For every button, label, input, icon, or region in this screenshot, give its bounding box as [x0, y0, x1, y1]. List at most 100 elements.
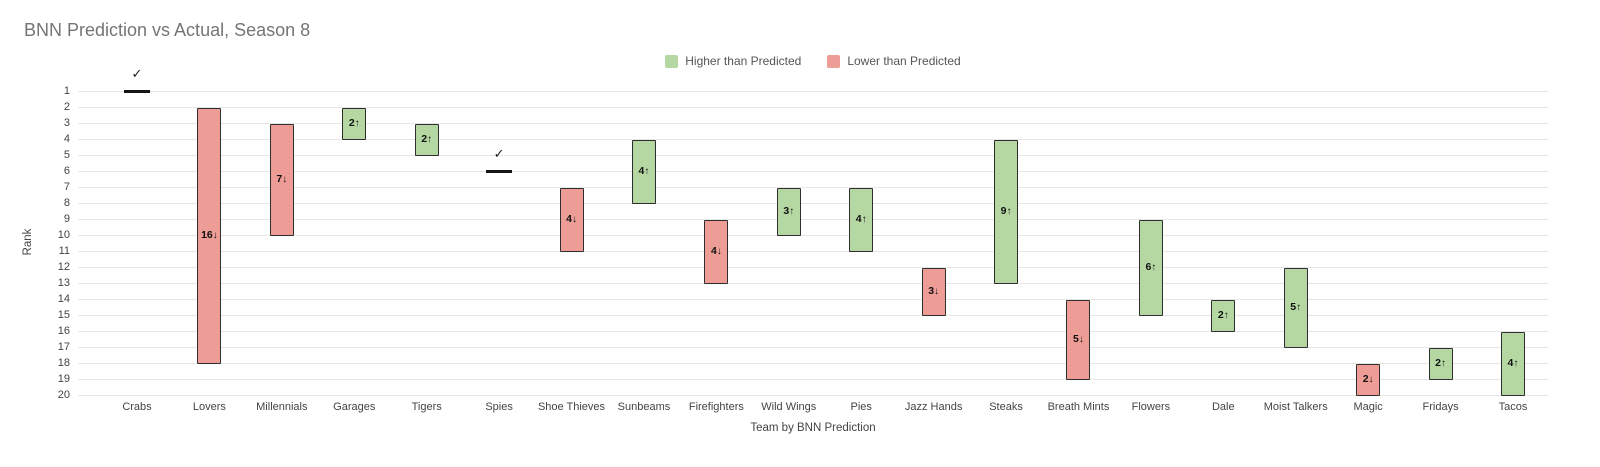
x-tick-label-pies: Pies — [850, 401, 872, 413]
x-tick-label-garages: Garages — [333, 401, 376, 413]
x-tick-label-magic: Magic — [1353, 401, 1383, 413]
bar-jazz-hands[interactable]: 3↓ — [921, 267, 946, 316]
y-tick-label: 8 — [63, 197, 70, 209]
legend-label-higher: Higher than Predicted — [685, 54, 802, 68]
x-tick-label-crabs: Crabs — [122, 401, 152, 413]
bar-lovers[interactable]: 16↓ — [197, 107, 222, 364]
gridline — [78, 299, 1548, 300]
y-tick-label: 6 — [63, 165, 70, 177]
x-tick-label-dale: Dale — [1211, 401, 1235, 413]
gridline — [78, 171, 1548, 172]
bar-label: 6↑ — [1145, 261, 1157, 274]
bar-shoe-thieves[interactable]: 4↓ — [559, 187, 584, 252]
gridline — [78, 187, 1548, 188]
y-tick-label: 17 — [57, 341, 70, 353]
bar-label: 4↓ — [566, 213, 577, 226]
x-tick-label-sunbeams: Sunbeams — [617, 401, 671, 413]
exact-check-icon: ✓ — [493, 145, 505, 161]
y-tick-label: 11 — [58, 245, 70, 257]
y-tick-label: 1 — [63, 85, 70, 97]
bar-firefighters[interactable]: 4↓ — [704, 219, 729, 284]
x-tick-label-tacos: Tacos — [1498, 401, 1528, 413]
y-tick-label: 13 — [57, 277, 70, 289]
bar-label: 3↑ — [783, 205, 795, 218]
bar-wild-wings[interactable]: 3↑ — [776, 187, 801, 236]
x-tick-label-steaks: Steaks — [989, 401, 1023, 413]
gridline — [78, 139, 1548, 140]
x-tick-label-spies: Spies — [485, 401, 513, 413]
gridline — [78, 395, 1548, 396]
bar-label: 5↑ — [1290, 301, 1302, 314]
bar-label: 4↓ — [710, 245, 722, 258]
exact-dash — [124, 89, 150, 93]
x-tick-label-millennials: Millennials — [256, 401, 308, 413]
bar-tigers[interactable]: 2↑ — [414, 123, 439, 156]
bar-steaks[interactable]: 9↑ — [994, 139, 1019, 284]
y-tick-label: 19 — [57, 373, 70, 385]
bar-breath-mints[interactable]: 5↓ — [1066, 299, 1091, 380]
exact-dash — [486, 169, 513, 173]
bar-fridays[interactable]: 2↑ — [1428, 347, 1453, 380]
bar-label: 4↑ — [1507, 357, 1519, 370]
gridline — [78, 363, 1548, 364]
bar-label: 2↑ — [1435, 357, 1446, 370]
bar-magic[interactable]: 2↓ — [1356, 363, 1381, 396]
bar-label: 3↓ — [928, 285, 940, 298]
bar-label: 4↑ — [638, 165, 650, 178]
bar-flowers[interactable]: 6↑ — [1138, 219, 1163, 316]
bar-label: 2↑ — [1217, 309, 1229, 322]
bar-garages[interactable]: 2↑ — [342, 107, 367, 140]
y-tick-label: 2 — [63, 101, 70, 113]
bar-label: 16↓ — [201, 229, 218, 242]
gridline — [78, 203, 1548, 204]
y-tick-label: 16 — [57, 325, 70, 337]
x-tick-label-shoe-thieves: Shoe Thieves — [537, 401, 606, 413]
exact-check-icon: ✓ — [131, 65, 143, 81]
bar-millennials[interactable]: 7↓ — [269, 123, 294, 236]
gridline — [78, 107, 1548, 108]
legend-label-lower: Lower than Predicted — [847, 54, 961, 68]
gridline — [78, 315, 1548, 316]
y-tick-label: 4 — [63, 133, 70, 145]
x-tick-label-flowers: Flowers — [1131, 401, 1171, 413]
y-tick-label: 9 — [63, 213, 70, 225]
x-tick-label-jazz-hands: Jazz Hands — [904, 401, 963, 413]
bar-moist-talkers[interactable]: 5↑ — [1283, 267, 1308, 348]
gridline — [78, 219, 1548, 220]
x-tick-label-fridays: Fridays — [1422, 401, 1459, 413]
legend-swatch-higher-icon — [665, 54, 679, 68]
y-tick-label: 15 — [57, 309, 70, 321]
bar-label: 2↑ — [348, 117, 360, 130]
legend: Higher than Predicted Lower than Predict… — [78, 52, 1548, 70]
y-tick-label: 5 — [63, 149, 70, 161]
gridline — [78, 251, 1548, 252]
legend-item-higher[interactable]: Higher than Predicted — [665, 54, 801, 68]
gridline — [78, 123, 1548, 124]
y-tick-label: 12 — [57, 261, 70, 273]
gridline — [78, 267, 1548, 268]
gridline — [78, 379, 1548, 380]
x-tick-label-lovers: Lovers — [192, 401, 226, 413]
bar-label: 5↓ — [1073, 333, 1084, 346]
x-tick-label-wild-wings: Wild Wings — [761, 401, 817, 413]
bar-sunbeams[interactable]: 4↑ — [631, 139, 656, 204]
bar-tacos[interactable]: 4↑ — [1500, 331, 1525, 396]
y-tick-label: 14 — [57, 293, 70, 305]
bar-label: 2↓ — [1362, 373, 1374, 386]
legend-swatch-lower-icon — [827, 54, 841, 68]
y-tick-label: 3 — [63, 117, 70, 129]
y-tick-label: 20 — [57, 389, 70, 401]
y-tick-label: 18 — [57, 357, 70, 369]
bar-pies[interactable]: 4↑ — [849, 187, 874, 252]
x-axis-title: Team by BNN Prediction — [750, 422, 876, 434]
gridline — [78, 283, 1548, 284]
gridline — [78, 347, 1548, 348]
x-tick-label-tigers: Tigers — [411, 401, 442, 413]
bar-dale[interactable]: 2↑ — [1211, 299, 1236, 332]
legend-item-lower[interactable]: Lower than Predicted — [827, 54, 961, 68]
x-tick-label-breath-mints: Breath Mints — [1047, 401, 1110, 413]
x-tick-label-moist-talkers: Moist Talkers — [1263, 401, 1328, 413]
gridline — [78, 331, 1548, 332]
y-tick-label: 7 — [63, 181, 70, 193]
